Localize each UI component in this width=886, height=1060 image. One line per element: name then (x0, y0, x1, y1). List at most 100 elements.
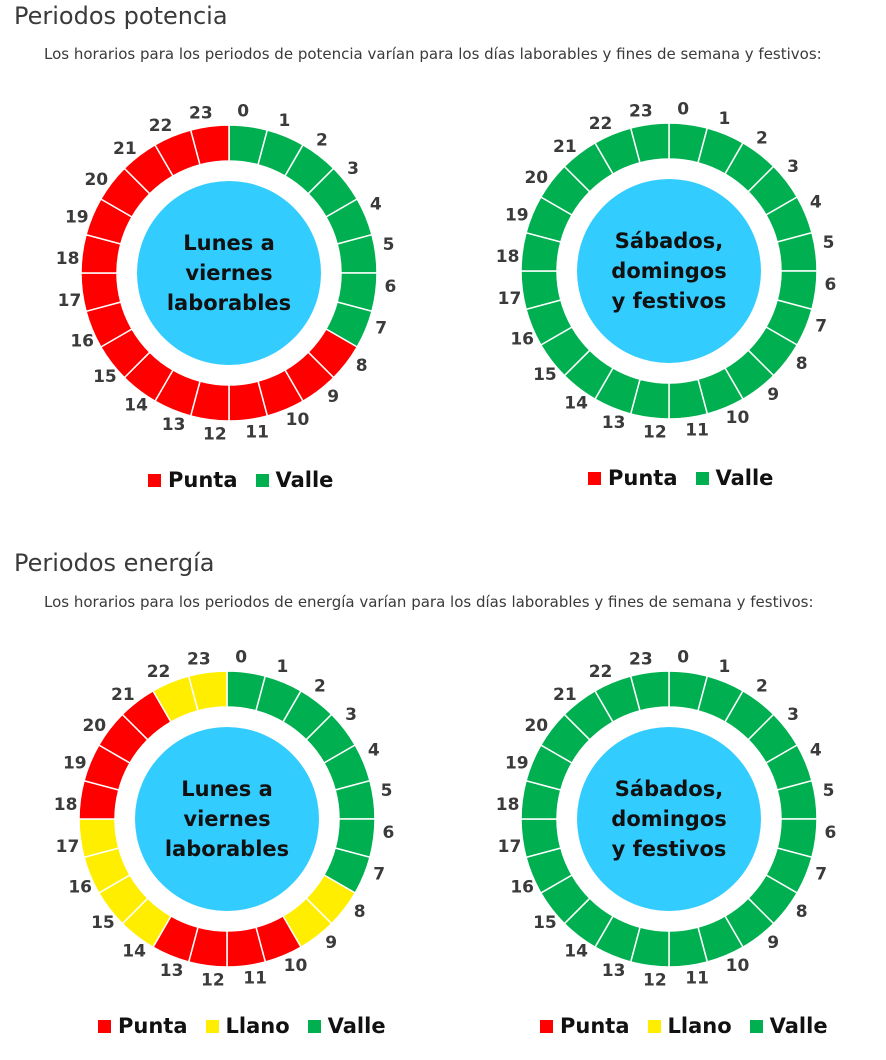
hour-label-22: 22 (589, 662, 613, 682)
legend-item-valle: Valle (255, 468, 334, 492)
hour-label-4: 4 (810, 193, 822, 213)
hour-label-3: 3 (787, 157, 799, 177)
hour-label-3: 3 (345, 705, 357, 725)
hour-label-23: 23 (629, 101, 653, 121)
hour-label-0: 0 (237, 102, 249, 122)
clock-center-label-line-2: y festivos (612, 289, 727, 313)
hour-label-20: 20 (82, 716, 106, 736)
hour-label-12: 12 (201, 970, 225, 990)
hour-label-15: 15 (91, 913, 115, 933)
hour-label-20: 20 (524, 716, 548, 736)
hour-label-11: 11 (243, 969, 267, 989)
hour-label-5: 5 (823, 233, 835, 253)
legend-item-llano: Llano (647, 1014, 732, 1038)
hour-label-13: 13 (160, 961, 184, 981)
hour-label-19: 19 (63, 754, 87, 774)
legend-item-punta: Punta (588, 466, 678, 490)
legend-item-valle: Valle (307, 1014, 386, 1038)
hour-label-10: 10 (726, 956, 750, 976)
hour-label-14: 14 (122, 942, 146, 962)
hour-label-22: 22 (589, 114, 613, 134)
hour-segment-23-valle (629, 122, 670, 164)
hour-label-19: 19 (65, 208, 89, 228)
hour-label-2: 2 (756, 676, 768, 696)
hour-label-16: 16 (70, 331, 94, 351)
legend-item-llano: Llano (205, 1014, 290, 1038)
hour-label-18: 18 (496, 795, 520, 815)
clock-center-label-line-1: domingos (611, 807, 726, 831)
clock-center-label-line-0: Sábados, (615, 229, 723, 253)
clock-center-circle (577, 727, 761, 911)
section-description-energia: Los horarios para los periodos de energí… (44, 593, 814, 611)
legend-energia-festivos: Punta Llano Valle (540, 1014, 828, 1038)
hour-label-2: 2 (314, 676, 326, 696)
hour-segment-23-valle (629, 670, 670, 712)
section-title-energia: Periodos energía (14, 549, 215, 577)
hour-label-14: 14 (564, 942, 588, 962)
clock-center-circle (135, 727, 319, 911)
hour-label-9: 9 (327, 387, 339, 407)
clock-center-label-line-0: Sábados, (615, 777, 723, 801)
hour-label-15: 15 (93, 367, 117, 387)
hour-label-17: 17 (498, 837, 522, 857)
hour-label-0: 0 (677, 648, 689, 668)
clock-center-label-line-2: laborables (167, 291, 291, 315)
hour-label-6: 6 (824, 823, 836, 843)
hour-label-17: 17 (498, 289, 522, 309)
clock-svg: 0 1234567891011121314151617181920212223Lu… (56, 102, 397, 445)
hour-label-23: 23 (187, 649, 211, 669)
clock-energia-festivos: 0 1 2 3 4 5 6 7 8 9 10 11 12 13 14 15 16 17 18 19 20 21 22 23 Sá… (496, 648, 849, 999)
hour-label-7: 7 (375, 318, 387, 338)
legend-item-punta: Punta (540, 1014, 630, 1038)
hour-label-12: 12 (643, 422, 667, 442)
hour-label-17: 17 (56, 837, 80, 857)
legend-label-punta: Punta (168, 468, 238, 492)
hour-label-7: 7 (373, 864, 385, 884)
hour-label-9: 9 (767, 933, 779, 953)
section-description-potencia: Los horarios para los periodos de potenc… (44, 45, 822, 63)
hour-label-2: 2 (316, 130, 328, 150)
hour-segment-23-punta (189, 124, 230, 166)
legend-item-valle: Valle (695, 466, 774, 490)
legend-energia-laborables: Punta Llano Valle (98, 1014, 386, 1038)
legend-swatch-punta (588, 471, 601, 485)
hour-label-22: 22 (147, 662, 171, 682)
hour-label-5: 5 (383, 235, 395, 255)
legend-potencia-laborables: Punta Valle (148, 468, 333, 492)
hour-label-8: 8 (354, 902, 366, 922)
hour-label-13: 13 (602, 413, 626, 433)
hour-label-12: 12 (643, 970, 667, 990)
clock-center-circle (137, 181, 321, 365)
clock-energia-laborables: 0 1 2 3 4 5 6 7 8 9 10 11 12 13 14 15 16 17 18 19 20 21 22 23 Lu… (54, 648, 407, 999)
hour-label-1: 1 (276, 657, 288, 677)
hour-label-5: 5 (823, 781, 835, 801)
legend-label-valle: Valle (275, 468, 334, 492)
legend-swatch-valle (307, 1019, 321, 1033)
clock-svg: 0 1234567891011121314151617181920212223Sá… (496, 100, 837, 443)
hour-label-20: 20 (524, 168, 548, 188)
clock-center-label-line-2: y festivos (612, 837, 727, 861)
hour-label-5: 5 (381, 781, 393, 801)
legend-swatch-valle (255, 473, 269, 487)
hour-label-1: 1 (278, 111, 290, 131)
clock-center-label-line-0: Lunes a (181, 777, 273, 801)
hour-label-0: 0 (677, 100, 689, 120)
hour-label-6: 6 (384, 277, 396, 297)
hour-label-16: 16 (510, 329, 534, 349)
legend-item-punta: Punta (98, 1014, 188, 1038)
hour-label-20: 20 (84, 170, 108, 190)
legend-label-valle: Valle (715, 466, 774, 490)
hour-label-13: 13 (162, 415, 186, 435)
legend-label-valle: Valle (769, 1014, 828, 1038)
clock-center-label-line-2: laborables (165, 837, 289, 861)
legend-label-llano: Llano (667, 1014, 732, 1038)
hour-label-11: 11 (685, 969, 709, 989)
hour-label-3: 3 (787, 705, 799, 725)
hour-label-18: 18 (56, 249, 80, 269)
clock-potencia-laborables: 0 1 2 3 4 5 6 7 8 9 10 11 12 13 14 15 16 17 18 19 20 21 22 23 Lu… (56, 102, 409, 453)
hour-label-23: 23 (189, 103, 213, 123)
hour-label-1: 1 (718, 109, 730, 129)
hour-label-4: 4 (810, 741, 822, 761)
legend-swatch-valle (695, 471, 709, 485)
hour-label-6: 6 (382, 823, 394, 843)
